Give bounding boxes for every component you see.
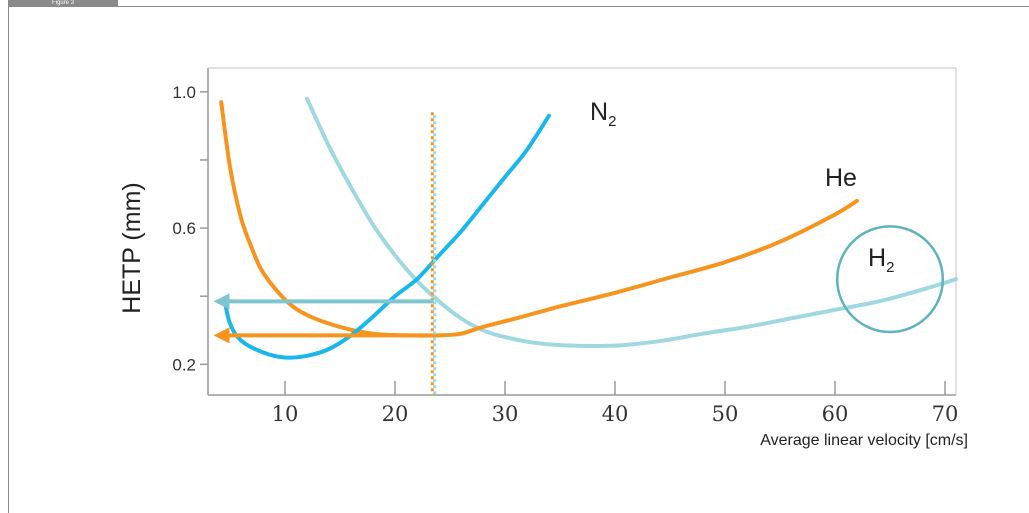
- arrow-head-1: [213, 293, 230, 310]
- x-tick-label: 60: [822, 402, 849, 426]
- frame-border-left: [8, 6, 9, 513]
- x-tick-label: 30: [492, 402, 519, 426]
- y-axis-title: HETP (mm): [118, 182, 146, 313]
- x-tick-label: 50: [712, 402, 739, 426]
- x-tick-label: 40: [602, 402, 629, 426]
- arrow-head-2: [213, 327, 230, 344]
- y-tick-label: 1.0: [172, 83, 196, 102]
- y-tick-label: 0.2: [172, 355, 196, 374]
- y-tick-label: 0.6: [172, 219, 196, 238]
- x-axis-title: Average linear velocity [cm/s]: [760, 432, 968, 449]
- x-tick-label: 10: [272, 402, 299, 426]
- series-line-he: [219, 100, 859, 338]
- figure-tab: Figure 3: [8, 0, 118, 7]
- x-tick-label: 70: [932, 402, 959, 426]
- x-tick-label: 20: [382, 402, 409, 426]
- h2-highlight-circle: [835, 225, 945, 334]
- series-line-h2: [305, 96, 958, 349]
- series-line-n2: [222, 113, 551, 360]
- series-label-h2: H2: [868, 244, 894, 276]
- series-label-n2: N2: [590, 98, 616, 130]
- frame-border-top: [118, 6, 1029, 7]
- series-label-he: He: [825, 164, 857, 192]
